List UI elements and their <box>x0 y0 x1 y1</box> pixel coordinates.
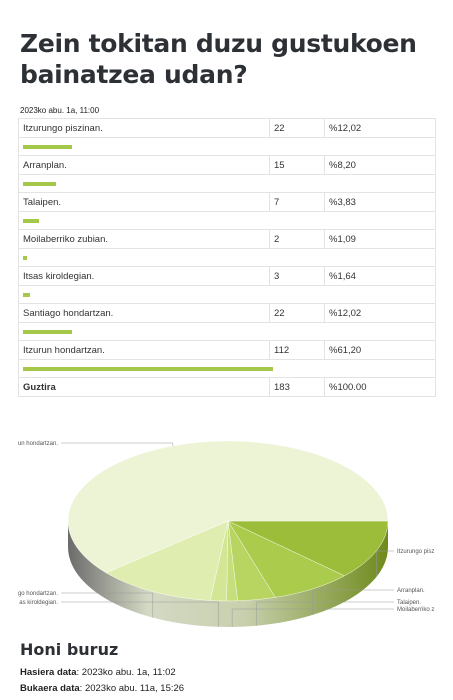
result-row: Itzurun hondartzan. 112 %61,20 <box>18 340 436 360</box>
result-bar <box>23 329 73 334</box>
result-bar-row <box>18 211 436 230</box>
result-category: Santiago hondartzan. <box>18 303 270 323</box>
result-bar <box>23 218 39 223</box>
total-count: 183 <box>269 377 325 397</box>
result-bar <box>23 366 273 371</box>
result-category: Itzurungo piszinan. <box>18 118 270 138</box>
result-bar-row <box>18 285 436 304</box>
total-percent: %100.00 <box>324 377 436 397</box>
start-date: Hasiera data: 2023ko abu. 1a, 11:02 <box>20 667 176 678</box>
result-row: Santiago hondartzan. 22 %12,02 <box>18 303 436 323</box>
pie-slice-label: Arranplan. <box>397 588 425 594</box>
result-category: Talaipen. <box>18 192 270 212</box>
end-date-label: Bukaera data <box>20 683 80 694</box>
pie-slice-label: Talaipen. <box>397 600 421 606</box>
pie-side <box>68 521 388 627</box>
pie-leader-line <box>61 442 174 446</box>
result-bar <box>23 292 30 297</box>
total-label: Guztira <box>18 377 270 397</box>
result-category: Itzurun hondartzan. <box>18 340 270 360</box>
pie-slice <box>105 520 229 601</box>
results-table: Itzurungo piszinan. 22 %12,02 Arranplan. 15%… <box>18 118 436 397</box>
result-percent: %12,02 <box>324 118 436 138</box>
pie-slice-label: go hondartzan. <box>18 591 58 597</box>
pie-slice-label: Itzurungo pisz <box>397 549 434 555</box>
result-bar-row <box>18 137 436 156</box>
result-row: Moilaberriko zubian. 2 %1,09 <box>18 229 436 249</box>
result-count: 15 <box>269 155 325 175</box>
result-bar-row <box>18 359 436 378</box>
end-date: Bukaera data: 2023ko abu. 11a, 15:26 <box>20 683 184 694</box>
pie-slice-label: un hondartzan. <box>18 441 58 447</box>
pie-slice-label: as kiroldegian. <box>19 600 58 606</box>
pie-leader-line <box>231 608 394 627</box>
result-row: Talaipen. 7 %3,83 <box>18 192 436 212</box>
result-bar <box>23 255 28 260</box>
result-bar <box>23 181 57 186</box>
result-percent: %8,20 <box>324 155 436 175</box>
result-row: Itzurungo piszinan. 22 %12,02 <box>18 118 436 138</box>
pie-slice <box>227 520 389 577</box>
result-count: 22 <box>269 303 325 323</box>
result-row: Itsas kiroldegian. 3 %1,64 <box>18 266 436 286</box>
pie-leader-line <box>376 550 394 577</box>
result-bar-row <box>18 322 436 341</box>
result-percent: %1,64 <box>324 266 436 286</box>
start-date-value: : 2023ko abu. 1a, 11:02 <box>76 667 176 678</box>
result-percent: %3,83 <box>324 192 436 212</box>
result-count: 112 <box>269 340 325 360</box>
poll-timestamp: 2023ko abu. 1a, 11:00 <box>20 106 100 115</box>
total-row: Guztira 183 %100.00 <box>18 377 436 397</box>
result-category: Moilaberriko zubian. <box>18 229 270 249</box>
pie-leader-line <box>61 592 154 618</box>
pie-leader-line <box>256 601 394 626</box>
result-bar <box>23 144 73 149</box>
result-category: Itsas kiroldegian. <box>18 266 270 286</box>
pie-slice-label: Moilaberriko z <box>397 607 434 613</box>
result-row: Arranplan. 15 %8,20 <box>18 155 436 175</box>
result-count: 2 <box>269 229 325 249</box>
result-bar-row <box>18 174 436 193</box>
result-percent: %12,02 <box>324 303 436 323</box>
about-title: Honi buruz <box>20 640 119 659</box>
result-count: 22 <box>269 118 325 138</box>
poll-title: Zein tokitan duzu gustukoen bainatzea ud… <box>20 29 417 89</box>
result-percent: %61,20 <box>324 340 436 360</box>
pie-chart: Itzurungo pisz Arranplan. Talaipen.Moilabe… <box>18 440 434 627</box>
end-date-value: : 2023ko abu. 11a, 15:26 <box>79 683 185 694</box>
result-category: Arranplan. <box>18 155 270 175</box>
pie-leader-line <box>312 589 394 615</box>
pie-leader-line <box>61 601 219 627</box>
result-count: 7 <box>269 192 325 212</box>
result-percent: %1,09 <box>324 229 436 249</box>
pie-slice <box>67 440 389 573</box>
result-bar-row <box>18 248 436 267</box>
result-count: 3 <box>269 266 325 286</box>
start-date-label: Hasiera data <box>20 667 77 678</box>
